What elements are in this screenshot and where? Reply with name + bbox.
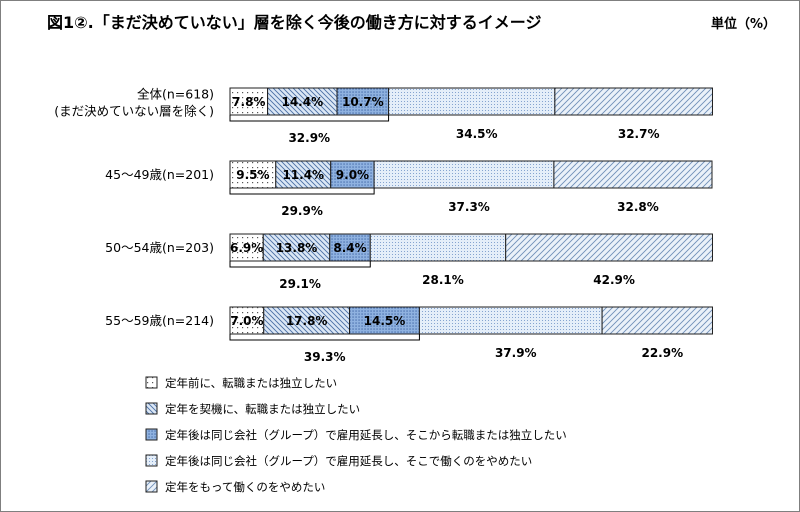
data-label: 9.0%: [336, 168, 369, 182]
data-label: 22.9%: [641, 346, 683, 360]
unit-label: 単位（%）: [711, 16, 776, 32]
bar-segment: [262, 233, 331, 262]
data-label: 9.5%: [236, 168, 269, 182]
subtotal-bracket: [229, 188, 375, 195]
subtotal-label: 29.1%: [279, 277, 321, 291]
chart-title: 図1②.「まだ決めていない」層を除く今後の働き方に対するイメージ: [47, 13, 541, 32]
data-label: 8.4%: [333, 241, 366, 255]
category-label: (まだ決めていない層を除く): [54, 104, 214, 119]
subtotal-label: 29.9%: [281, 204, 323, 218]
legend-swatch: [145, 454, 158, 467]
bar-segment: [330, 160, 375, 189]
subtotal-bracket: [229, 334, 420, 341]
bar-segment: [229, 87, 269, 116]
subtotal-label: 39.3%: [304, 350, 346, 364]
legend: 定年前に、転職または独立したい定年を契機に、転職または独立したい定年後は同じ会社…: [145, 376, 567, 494]
data-label: 42.9%: [593, 273, 635, 287]
bar-segment: [275, 160, 332, 189]
data-label: 11.4%: [282, 168, 324, 182]
bar-segment: [418, 306, 603, 335]
category-label: 55～59歳(n=214): [105, 313, 214, 328]
bar-segment: [505, 233, 713, 262]
legend-swatch: [145, 402, 158, 415]
data-label: 7.0%: [230, 314, 263, 328]
bar-segment: [336, 87, 390, 116]
legend-entry: 定年前に、転職または独立したい: [165, 376, 337, 390]
legend-swatch: [145, 480, 158, 493]
data-label: 7.8%: [232, 95, 265, 109]
category-label: 全体(n=618): [137, 87, 214, 102]
data-label: 17.8%: [286, 314, 328, 328]
bar-segment: [369, 233, 507, 262]
bar-segment: [349, 306, 420, 335]
data-label: 13.8%: [276, 241, 318, 255]
bar-segment: [229, 306, 265, 335]
category-label: 45～49歳(n=201): [105, 167, 214, 182]
legend-entry: 定年後は同じ会社（グループ）で雇用延長し、そこから転職または独立したい: [165, 428, 567, 442]
bar-segment: [553, 160, 713, 189]
legend-entry: 定年をもって働くのをやめたい: [165, 480, 325, 494]
data-label: 10.7%: [342, 95, 384, 109]
legend-entry: 定年を契機に、転職または独立したい: [165, 402, 360, 416]
data-label: 32.7%: [618, 127, 660, 141]
data-label: 6.9%: [230, 241, 263, 255]
bar-segment: [388, 87, 556, 116]
data-label: 32.8%: [617, 200, 659, 214]
legend-swatch: [145, 376, 158, 389]
bar-segment: [601, 306, 713, 335]
bar-segment: [267, 87, 338, 116]
data-label: 34.5%: [456, 127, 498, 141]
legend-entry: 定年後は同じ会社（グループ）で雇用延長し、そこで働くのをやめたい: [165, 454, 532, 468]
bar-segment: [229, 233, 264, 262]
bars-layer: 全体(n=618) (まだ決めていない層を除く) 7.8% 14.4% 10.7% 34.…: [54, 87, 713, 364]
data-label: 28.1%: [422, 273, 464, 287]
bar-segment: [373, 160, 555, 189]
subtotal-bracket: [229, 261, 371, 268]
legend-swatch: [145, 428, 158, 441]
subtotal-label: 32.9%: [288, 131, 330, 145]
data-label: 14.4%: [281, 95, 323, 109]
data-label: 37.9%: [495, 346, 537, 360]
category-label: 50～54歳(n=203): [105, 240, 214, 255]
bar-segment: [329, 233, 371, 262]
subtotal-bracket: [229, 115, 390, 122]
bar-segment: [554, 87, 713, 116]
data-label: 14.5%: [364, 314, 406, 328]
data-label: 37.3%: [448, 200, 490, 214]
